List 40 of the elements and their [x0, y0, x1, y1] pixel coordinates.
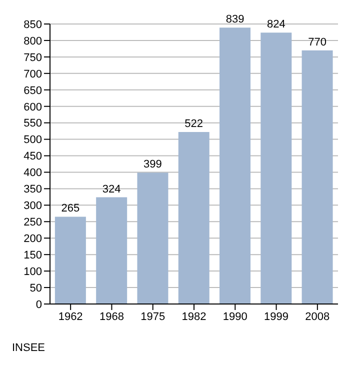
- data-label: 522: [184, 118, 204, 130]
- bar: [96, 197, 128, 304]
- data-label: 824: [266, 18, 286, 31]
- bar: [220, 28, 251, 304]
- y-tick-label: 450: [24, 150, 42, 163]
- bar: [302, 50, 333, 304]
- y-tick-label: 350: [24, 184, 42, 196]
- y-tick-label: 400: [24, 167, 42, 180]
- y-tick-label: 600: [24, 101, 42, 114]
- y-tick-label: 0: [36, 298, 42, 311]
- y-tick-label: 100: [24, 266, 42, 278]
- y-tick-label: 500: [24, 134, 42, 146]
- y-tick-label: 700: [24, 68, 42, 80]
- y-tick-label: 550: [24, 118, 42, 130]
- y-tick-label: 200: [24, 233, 42, 246]
- y-tick-label: 50: [30, 282, 42, 294]
- x-tick-label: 1962: [58, 310, 83, 323]
- y-tick-label: 150: [24, 249, 42, 262]
- x-tick-label: 1999: [264, 310, 289, 323]
- x-tick-label: 1982: [182, 310, 206, 323]
- data-label: 770: [308, 36, 326, 48]
- data-label: 839: [226, 14, 244, 26]
- x-tick-label: 1968: [99, 310, 124, 323]
- text: INSEE: [12, 342, 46, 354]
- data-label: 265: [61, 202, 80, 215]
- x-tick-label: 1990: [222, 310, 248, 323]
- x-tick-label: 2008: [305, 310, 330, 323]
- data-label: 324: [102, 183, 121, 196]
- y-tick-label: 750: [24, 52, 42, 64]
- y-tick-label: 650: [24, 84, 42, 97]
- x-tick-label: 1975: [140, 310, 166, 323]
- y-tick-label: 250: [24, 216, 42, 229]
- data-label: 399: [144, 158, 162, 171]
- bar: [260, 32, 292, 304]
- y-tick-label: 800: [24, 35, 42, 48]
- bar: [178, 132, 210, 304]
- y-tick-label: 850: [24, 18, 42, 31]
- bar: [54, 216, 86, 304]
- y-tick-label: 300: [24, 200, 42, 212]
- bar: [137, 172, 168, 304]
